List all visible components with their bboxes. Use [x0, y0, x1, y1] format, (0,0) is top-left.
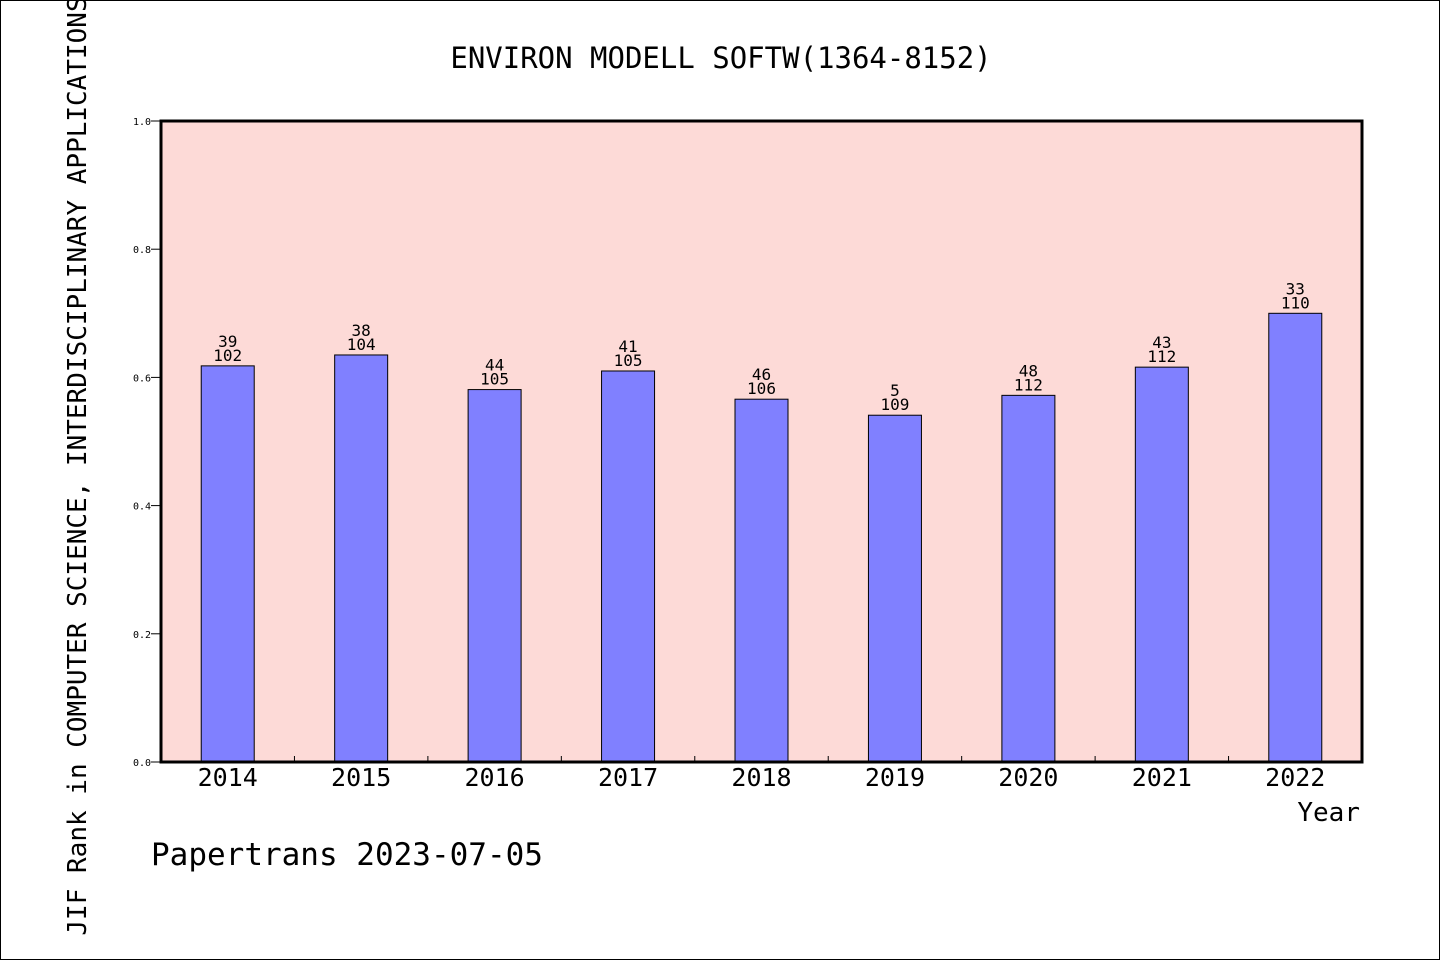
y-tick-label: 1.0	[133, 117, 151, 128]
x-axis-label: Year	[1297, 798, 1360, 828]
source-footer: Papertrans 2023-07-05	[151, 837, 543, 873]
bar-rank-label: 43	[1152, 333, 1171, 352]
y-axis-label: JIF Rank in COMPUTER SCIENCE, INTERDISCI…	[63, 1, 93, 936]
bar	[734, 398, 789, 763]
bar-total-label: 102	[213, 346, 242, 365]
bar-total-label: 104	[347, 335, 376, 354]
y-tick-label: 0.4	[133, 502, 151, 513]
x-tick-label: 2020	[998, 763, 1058, 792]
bar-rank-label: 46	[752, 365, 771, 384]
bar-rank-label: 39	[218, 332, 237, 351]
x-tick-label: 2014	[198, 763, 258, 792]
bar	[1134, 366, 1189, 763]
bar-total-label: 110	[1281, 293, 1310, 312]
x-tick-label: 2015	[331, 763, 391, 792]
bar-total-label: 105	[480, 370, 509, 389]
x-tick-label: 2021	[1132, 763, 1192, 792]
bar	[1268, 312, 1323, 763]
x-tick-label: 2018	[731, 763, 791, 792]
bar	[601, 370, 656, 763]
y-tick-label: 0.0	[133, 758, 151, 769]
bar-rank-label: 33	[1286, 279, 1305, 298]
bar-total-label: 109	[880, 395, 909, 414]
bar-total-label: 112	[1014, 375, 1043, 394]
bar	[867, 414, 922, 763]
y-axis: 0.0 0.2 0.4 0.6 0.8 1.0	[133, 117, 161, 769]
y-tick-label: 0.2	[133, 630, 151, 641]
x-axis: 2014 2015 2016 2017 2018 2019 2020 2021 2022	[198, 756, 1325, 792]
y-tick-label: 0.8	[133, 245, 151, 256]
bar-rank-label: 41	[618, 337, 637, 356]
bar	[467, 389, 522, 763]
bar	[1001, 394, 1056, 763]
bar	[200, 365, 255, 763]
bar	[334, 354, 389, 763]
bar-rank-label: 38	[352, 321, 371, 340]
bar-total-label: 112	[1147, 347, 1176, 366]
x-tick-label: 2016	[465, 763, 525, 792]
x-tick-label: 2019	[865, 763, 925, 792]
y-tick-label: 0.6	[133, 373, 151, 384]
bar-group	[200, 312, 1323, 763]
x-tick-label: 2017	[598, 763, 658, 792]
bar-rank-label: 5	[890, 381, 900, 400]
x-tick-label: 2022	[1265, 763, 1325, 792]
bar-rank-label: 44	[485, 356, 504, 375]
bar-total-label: 106	[747, 379, 776, 398]
plot-border	[159, 119, 1364, 764]
bar-rank-label: 48	[1019, 361, 1038, 380]
chart-title: ENVIRON MODELL SOFTW(1364-8152)	[450, 41, 991, 75]
bar-total-label: 105	[614, 351, 643, 370]
